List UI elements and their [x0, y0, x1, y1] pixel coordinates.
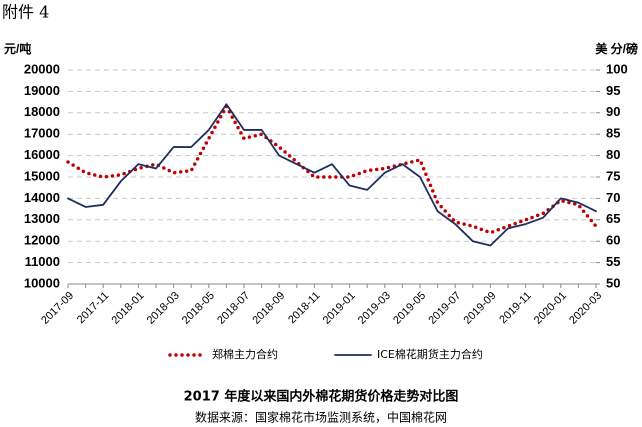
x-tick-label: 2020-03 [567, 290, 604, 327]
chart-title: 2017 年度以来国内外棉花期货价格走势对比图 [184, 389, 459, 405]
y2-tick-label: 75 [606, 168, 620, 183]
x-tick-label: 2019-11 [497, 290, 533, 326]
y2-tick-label: 100 [606, 61, 628, 76]
attachment-label: 附件 4 [2, 3, 49, 22]
x-tick-label: 2018-03 [145, 290, 182, 327]
dotted-line [66, 104, 598, 235]
y2-tick-label: 90 [606, 104, 620, 119]
y-tick-label: 10000 [24, 275, 60, 290]
y-tick-label: 19000 [24, 83, 60, 98]
x-tick-label: 2020-01 [532, 290, 569, 327]
y-tick-label: 17000 [24, 126, 60, 141]
source-note: 数据来源：国家棉花市场监测系统，中国棉花网 [195, 410, 447, 425]
y2-tick-label: 60 [606, 233, 620, 248]
y-tick-label: 20000 [24, 61, 60, 76]
x-tick-label: 2018-07 [215, 290, 252, 327]
y2-tick-label: 65 [606, 211, 620, 226]
y2-tick-label: 70 [606, 190, 620, 205]
y-tick-label: 16000 [24, 147, 60, 162]
x-tick-label: 2018-09 [250, 290, 287, 327]
y2-tick-label: 55 [606, 254, 620, 269]
y2-axis-label: 美 分/磅 [595, 41, 638, 56]
x-tick-label: 2018-11 [286, 290, 322, 326]
y-tick-label: 14000 [24, 190, 60, 205]
y-tick-label: 15000 [24, 168, 60, 183]
x-tick-label: 2019-01 [321, 290, 358, 327]
x-tick-label: 2019-03 [356, 290, 393, 327]
x-tick-label: 2017-09 [39, 290, 76, 327]
legend-label: ICE棉花期货主力合约 [377, 347, 483, 361]
x-tick-label: 2019-07 [426, 290, 463, 327]
legend-label: 郑棉主力合约 [212, 347, 278, 361]
x-tick-label: 2018-05 [180, 290, 217, 327]
y-tick-label: 18000 [24, 104, 60, 119]
line [67, 103, 597, 247]
x-tick-label: 2019-05 [391, 290, 428, 327]
y-tick-label: 11000 [25, 254, 60, 269]
y-tick-label: 13000 [24, 211, 60, 226]
x-tick-label: 2018-01 [110, 290, 147, 327]
y2-tick-label: 95 [606, 83, 620, 98]
y-tick-label: 12000 [24, 233, 60, 248]
x-tick-label: 2019-09 [462, 290, 499, 327]
y2-tick-label: 80 [606, 147, 620, 162]
y2-tick-label: 50 [606, 275, 620, 290]
y2-tick-label: 85 [606, 126, 620, 141]
x-tick-label: 2017-11 [75, 290, 111, 326]
y-axis-label: 元/吨 [4, 41, 31, 56]
